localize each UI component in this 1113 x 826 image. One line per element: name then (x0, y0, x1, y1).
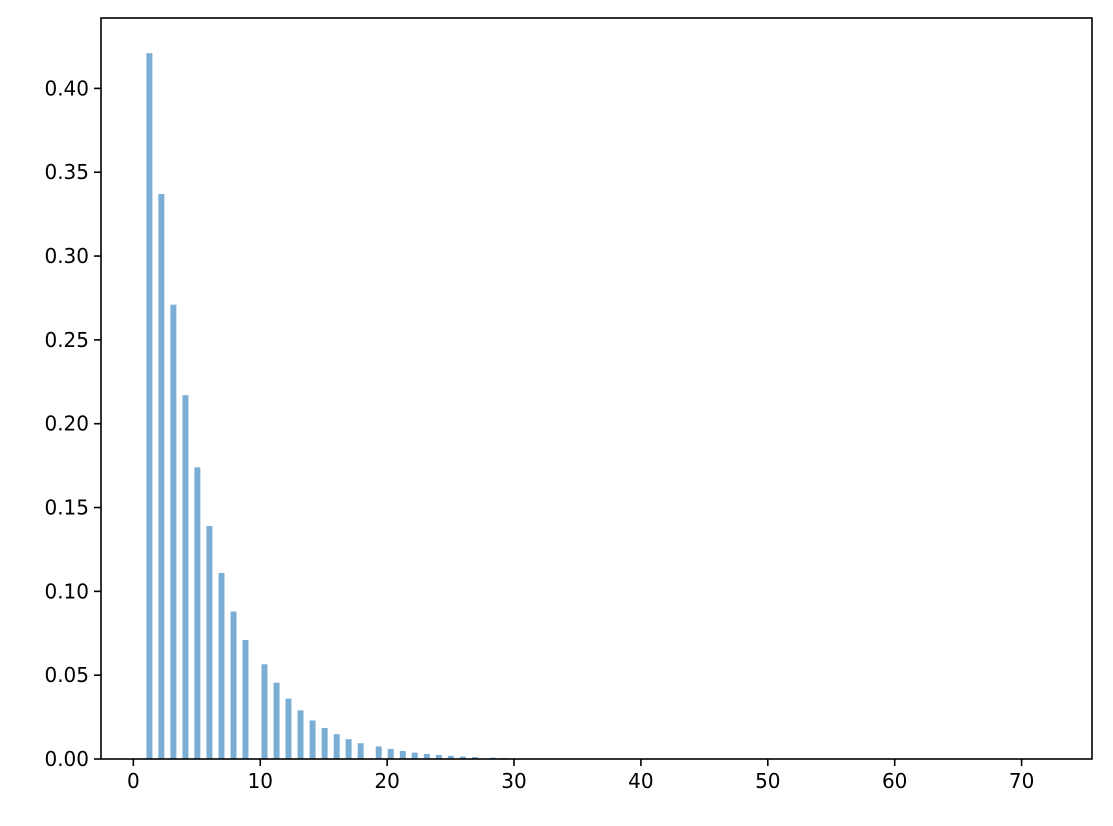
x-tick-label: 20 (374, 769, 399, 793)
bar (146, 53, 153, 760)
y-tick-label: 0.20 (44, 412, 89, 436)
x-tick-label: 10 (248, 769, 273, 793)
plot-frame (100, 17, 1093, 760)
bar (218, 572, 225, 759)
y-tick-label: 0.40 (44, 76, 89, 100)
bar (345, 739, 352, 759)
bar (206, 525, 213, 759)
bar (297, 710, 304, 759)
y-tick-label: 0.10 (44, 579, 89, 603)
y-tick-label: 0.00 (44, 747, 89, 771)
y-tick-label: 0.30 (44, 244, 89, 268)
bar (375, 746, 382, 759)
y-tick-label: 0.15 (44, 496, 89, 520)
x-tick-label: 50 (755, 769, 780, 793)
bar (285, 698, 292, 759)
x-tick-label: 30 (501, 769, 526, 793)
bar (333, 734, 340, 759)
bar (261, 664, 268, 759)
bar (357, 743, 364, 759)
bar (411, 752, 418, 759)
bar (459, 756, 466, 759)
bar (273, 682, 280, 759)
bar (182, 395, 189, 759)
bar (399, 750, 406, 759)
bar (447, 755, 454, 759)
bar (471, 756, 478, 759)
bar (309, 720, 316, 759)
bar (158, 194, 165, 759)
bar (170, 304, 177, 759)
bars (146, 53, 508, 760)
bar (321, 727, 328, 759)
y-tick-label: 0.35 (44, 160, 89, 184)
bar (387, 748, 394, 759)
bar (194, 467, 201, 759)
bar (423, 753, 430, 759)
y-tick-label: 0.05 (44, 663, 89, 687)
y-axis: 0.00 0.05 0.10 0.15 0.20 0.25 0.30 0.35 0.40 (44, 76, 101, 771)
x-tick-label: 60 (882, 769, 907, 793)
bar (230, 611, 237, 759)
x-axis: 0 10 20 30 40 50 60 70 (127, 759, 1034, 793)
bar (242, 639, 249, 759)
y-tick-label: 0.25 (44, 328, 89, 352)
x-tick-label: 70 (1009, 769, 1034, 793)
x-tick-label: 40 (628, 769, 653, 793)
x-tick-label: 0 (127, 769, 140, 793)
bar (435, 754, 442, 759)
